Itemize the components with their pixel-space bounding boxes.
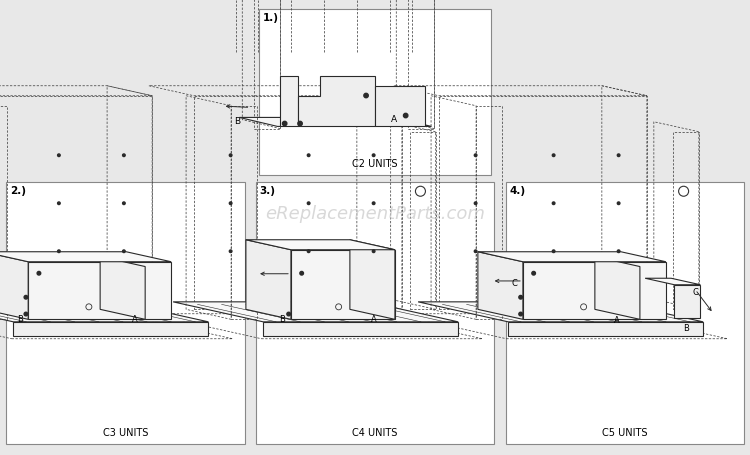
Text: C4 UNITS: C4 UNITS (352, 428, 398, 438)
Polygon shape (523, 262, 666, 319)
Text: B: B (682, 324, 688, 333)
Text: B: B (17, 315, 23, 324)
Polygon shape (374, 86, 425, 126)
Text: C3 UNITS: C3 UNITS (103, 428, 148, 438)
Polygon shape (263, 322, 458, 336)
Polygon shape (645, 278, 700, 285)
Circle shape (122, 154, 125, 157)
Circle shape (372, 154, 375, 157)
Circle shape (519, 312, 523, 316)
Bar (256, 182, 494, 444)
Text: B: B (279, 315, 285, 324)
Polygon shape (298, 76, 374, 126)
Circle shape (474, 202, 477, 205)
Polygon shape (350, 240, 395, 319)
Text: 4.): 4.) (509, 186, 526, 196)
Polygon shape (0, 302, 209, 322)
Polygon shape (418, 302, 704, 322)
Circle shape (300, 272, 304, 275)
Circle shape (474, 250, 477, 253)
Circle shape (308, 202, 310, 205)
Text: C: C (512, 279, 517, 288)
Polygon shape (674, 285, 700, 318)
Polygon shape (280, 76, 298, 126)
Text: A: A (614, 316, 620, 325)
Polygon shape (13, 322, 208, 336)
Circle shape (24, 312, 28, 316)
Circle shape (364, 93, 368, 98)
Circle shape (308, 250, 310, 253)
Text: A: A (132, 315, 138, 324)
Circle shape (372, 250, 375, 253)
Circle shape (230, 202, 232, 205)
Polygon shape (173, 302, 458, 322)
Polygon shape (509, 322, 704, 336)
Polygon shape (595, 257, 640, 319)
Polygon shape (246, 240, 395, 250)
Circle shape (519, 295, 523, 299)
Text: C2 UNITS: C2 UNITS (352, 159, 398, 169)
Circle shape (37, 272, 40, 275)
Bar (259, 9, 491, 175)
Circle shape (122, 250, 125, 253)
Circle shape (230, 250, 232, 253)
Polygon shape (0, 252, 28, 319)
Polygon shape (0, 252, 171, 262)
Circle shape (24, 295, 28, 299)
Polygon shape (478, 252, 523, 319)
Circle shape (404, 113, 408, 118)
Circle shape (298, 121, 302, 126)
Circle shape (474, 154, 477, 157)
Text: 1.): 1.) (262, 13, 279, 23)
Circle shape (617, 202, 620, 205)
Text: C5 UNITS: C5 UNITS (602, 428, 647, 438)
Polygon shape (478, 252, 666, 262)
Circle shape (122, 202, 125, 205)
Text: A: A (371, 315, 376, 324)
Text: eReplacementParts.com: eReplacementParts.com (265, 205, 485, 223)
Circle shape (532, 272, 536, 275)
Circle shape (617, 154, 620, 157)
Polygon shape (28, 262, 171, 319)
Circle shape (308, 154, 310, 157)
Circle shape (58, 154, 60, 157)
Text: 2.): 2.) (10, 186, 26, 196)
Text: A: A (391, 115, 397, 124)
Text: 3.): 3.) (260, 186, 276, 196)
Circle shape (286, 312, 290, 316)
Circle shape (617, 250, 620, 253)
Polygon shape (100, 257, 146, 319)
Circle shape (552, 154, 555, 157)
Circle shape (552, 250, 555, 253)
Text: B: B (234, 117, 241, 126)
Circle shape (283, 121, 286, 126)
Circle shape (58, 250, 60, 253)
Polygon shape (291, 250, 395, 319)
Bar (506, 182, 744, 444)
Bar (6, 182, 244, 444)
Circle shape (372, 202, 375, 205)
Polygon shape (239, 117, 431, 126)
Circle shape (58, 202, 60, 205)
Circle shape (230, 154, 232, 157)
Circle shape (552, 202, 555, 205)
Polygon shape (246, 240, 291, 319)
Text: C: C (692, 288, 698, 297)
